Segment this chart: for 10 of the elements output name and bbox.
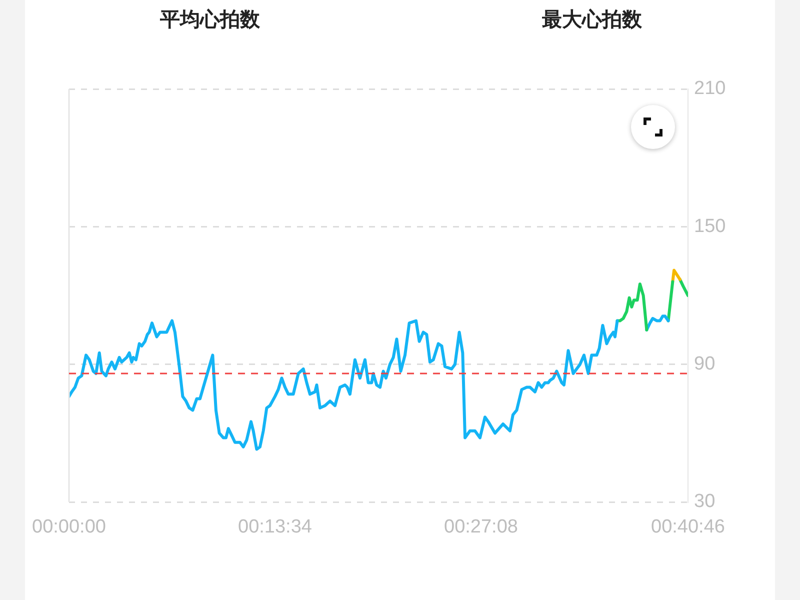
y-tick-label: 90 xyxy=(694,354,716,375)
y-tick-label: 150 xyxy=(694,216,726,237)
x-tick-label: 00:13:34 xyxy=(238,516,312,538)
text: 平均心拍数 xyxy=(160,6,260,33)
x-tick-label: 00:27:08 xyxy=(444,516,518,538)
y-tick-label: 30 xyxy=(694,491,716,512)
text: 最大心拍数 xyxy=(542,6,642,33)
x-tick-label: 00:40:46 xyxy=(651,516,725,538)
y-tick-label: 210 xyxy=(694,78,726,100)
x-tick-label: 00:00:00 xyxy=(32,516,106,538)
